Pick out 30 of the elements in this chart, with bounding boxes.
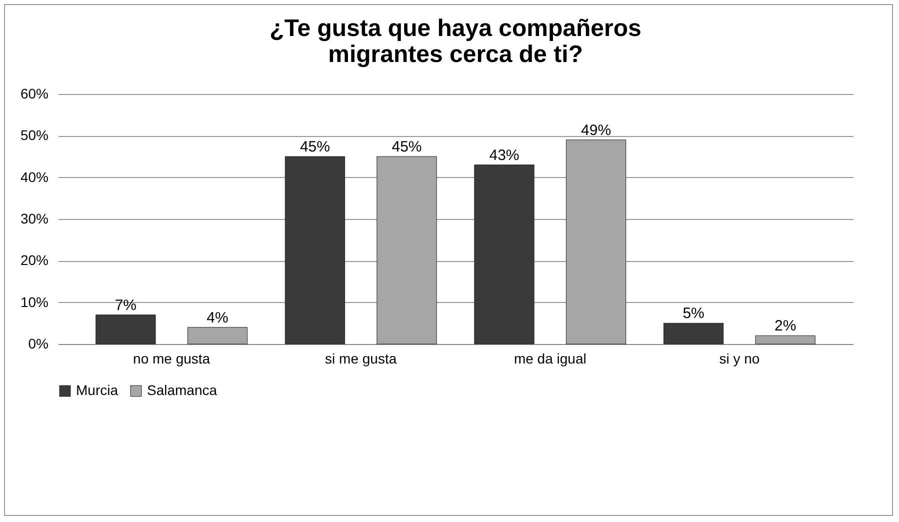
data-label: 45% <box>392 138 422 156</box>
data-label: 45% <box>300 138 330 156</box>
bar <box>566 140 626 344</box>
x-tick-label: me da igual <box>514 350 586 366</box>
y-tick-label: 10% <box>20 294 48 310</box>
chart-title: ¿Te gusta que haya compañeros migrantes cerca de ti? <box>270 15 642 68</box>
y-tick-label: 30% <box>20 210 48 226</box>
x-tick-label: si y no <box>719 350 760 366</box>
bar <box>96 314 156 344</box>
data-label: 7% <box>114 296 137 314</box>
y-tick-label: 20% <box>20 252 48 268</box>
y-tick-label: 0% <box>28 336 48 352</box>
x-tick-label: no me gusta <box>133 350 210 366</box>
legend-label: Murcia <box>76 382 118 398</box>
bar <box>187 327 248 344</box>
bar <box>376 156 437 344</box>
y-tick-label: 40% <box>20 168 48 185</box>
y-tick-label: 60% <box>20 86 48 102</box>
bar <box>474 164 534 344</box>
bar <box>663 322 724 344</box>
bar <box>284 156 346 344</box>
legend-label: Salamanca <box>147 382 218 398</box>
bar <box>755 335 816 344</box>
x-tick-label: si me gusta <box>325 350 397 366</box>
data-label: 49% <box>581 122 612 139</box>
data-label: 2% <box>774 318 796 335</box>
data-label: 43% <box>489 146 520 164</box>
data-label: 5% <box>682 305 704 322</box>
y-tick-label: 50% <box>20 127 48 144</box>
data-label: 4% <box>206 309 228 326</box>
